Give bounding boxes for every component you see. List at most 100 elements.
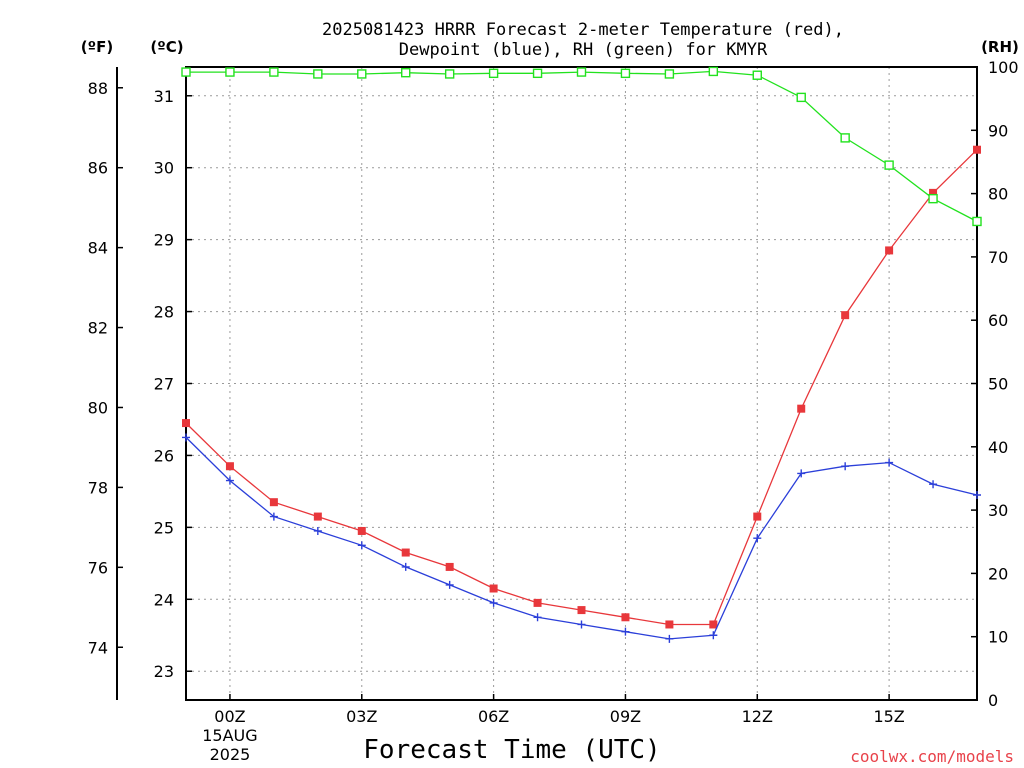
temperature-point (269, 498, 278, 507)
rh-point (444, 69, 455, 79)
rh-tick-label: 80 (988, 185, 1008, 204)
temperature-point (929, 188, 938, 197)
dewpoint-point (313, 526, 322, 535)
fahrenheit-tick-label: 88 (88, 79, 108, 98)
celsius-tick-label: 30 (154, 159, 174, 178)
fahrenheit-tick-label: 86 (88, 159, 108, 178)
temperature-point (797, 404, 806, 413)
celsius-tick-label: 24 (154, 590, 174, 609)
rh-point (357, 69, 367, 79)
celsius-tick-label: 31 (154, 87, 174, 106)
x-axis-label: Forecast Time (UTC) (363, 735, 660, 765)
dewpoint-point (577, 620, 586, 629)
fahrenheit-tick-label: 74 (88, 638, 108, 657)
celsius-tick-label: 25 (154, 518, 174, 537)
dewpoint-point (182, 433, 190, 442)
rh-point (840, 133, 850, 143)
fahrenheit-tick-label: 82 (88, 319, 108, 338)
rh-point (269, 67, 279, 77)
dewpoint-point (533, 613, 542, 622)
tick-labels: 23 24 25 26 27 28 29 30 31 74 76 78 80 82 84 86 88 0 10 20 3… (88, 58, 1019, 764)
dewpoint-point (885, 458, 894, 467)
rh-point (796, 92, 806, 103)
celsius-tick-label: 29 (154, 231, 174, 250)
temperature-point (753, 512, 762, 521)
rh-line (186, 70, 978, 223)
temperature-point (621, 613, 630, 622)
dewpoint-point (841, 462, 850, 471)
x-tick-date-label: 15AUG (202, 726, 257, 745)
x-tick-label: 06Z (478, 707, 509, 726)
temperature-point (445, 562, 454, 571)
dewpoint-point (621, 627, 630, 636)
rh-point (181, 67, 191, 77)
dewpoint-point (489, 598, 498, 607)
dewpoint-point (357, 541, 366, 550)
temperature-point (489, 584, 498, 593)
dewpoint-point (269, 512, 278, 521)
celsius-tick-label: 28 (154, 303, 174, 322)
dewpoint-point (929, 480, 938, 489)
temperature-point (225, 462, 234, 471)
celsius-tick-label: 23 (154, 662, 174, 681)
dewpoint-point (973, 490, 981, 499)
rh-tick-label: 70 (988, 248, 1008, 267)
x-tick-label: 12Z (742, 707, 773, 726)
rh-tick-label: 20 (988, 564, 1008, 583)
rh-tick-label: 90 (988, 121, 1008, 140)
rh-point (620, 68, 631, 79)
temperature-point (841, 311, 850, 320)
rh-point (401, 67, 411, 78)
rh-tick-label: 100 (988, 58, 1019, 77)
fahrenheit-unit-label: (ºF) (81, 38, 113, 56)
temperature-point (401, 548, 410, 557)
temperature-point (182, 419, 190, 428)
dewpoint-point (665, 634, 674, 643)
x-tick-label: 09Z (610, 707, 641, 726)
credit-text: coolwx.com/models (850, 747, 1014, 766)
rh-point (884, 160, 894, 170)
rh-tick-label: 0 (988, 691, 998, 710)
celsius-tick-label: 27 (154, 375, 174, 394)
dewpoint-point (797, 469, 806, 478)
fahrenheit-tick-label: 80 (88, 398, 108, 417)
dewpoint-point (225, 476, 234, 485)
temperature-point (533, 598, 542, 607)
x-tick-label: 15Z (873, 707, 904, 726)
rh-point (488, 68, 499, 79)
rh-point (225, 67, 235, 77)
rh-tick-label: 50 (988, 375, 1008, 394)
fahrenheit-tick-label: 84 (88, 239, 108, 258)
temperature-point (709, 620, 718, 629)
celsius-tick-label: 26 (154, 446, 174, 465)
temperature-point (973, 145, 981, 154)
rh-point (928, 193, 938, 204)
temperature-point (665, 620, 674, 629)
dewpoint-point (753, 534, 762, 543)
rh-point (972, 216, 982, 227)
fahrenheit-tick-label: 78 (88, 478, 108, 497)
rh-point (532, 68, 543, 79)
chart-title-line-1: 2025081423 HRRR Forecast 2-meter Tempera… (322, 20, 844, 40)
temperature-point (885, 246, 894, 255)
rh-tick-label: 10 (988, 628, 1008, 647)
temperature-line (185, 149, 978, 626)
fahrenheit-tick-label: 76 (88, 558, 108, 577)
celsius-unit-label: (ºC) (150, 38, 183, 56)
temperature-point (357, 526, 366, 535)
x-tick-label: 00Z (214, 707, 245, 726)
series (181, 66, 982, 643)
temperature-point (313, 512, 322, 521)
dewpoint-point (445, 580, 454, 589)
rh-tick-label: 40 (988, 438, 1008, 457)
rh-tick-label: 30 (988, 501, 1008, 520)
rh-point (664, 69, 675, 79)
x-tick-label: 03Z (346, 707, 377, 726)
rh-tick-label: 60 (988, 311, 1008, 330)
rh-point (752, 70, 762, 80)
rh-point (708, 66, 719, 77)
dewpoint-point (401, 562, 410, 571)
rh-unit-label: (RH) (981, 38, 1019, 56)
rh-point (313, 69, 323, 79)
